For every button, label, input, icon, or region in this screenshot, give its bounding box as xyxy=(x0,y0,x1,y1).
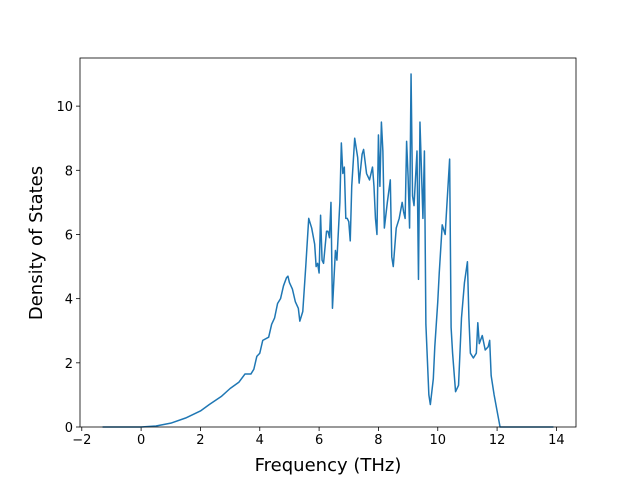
plot-frame xyxy=(79,57,577,428)
x-tick-label: 10 xyxy=(429,433,446,448)
x-tick-label: 6 xyxy=(315,433,323,448)
x-tick-label: 4 xyxy=(256,433,264,448)
y-axis-label: Density of States xyxy=(26,166,47,320)
y-tick-label: 8 xyxy=(65,164,73,179)
x-axis-label: Frequency (THz) xyxy=(255,455,402,476)
y-tick-label: 4 xyxy=(65,293,73,308)
y-tick-label: 10 xyxy=(56,100,73,115)
y-tick-label: 0 xyxy=(65,421,73,436)
y-tick-label: 2 xyxy=(65,357,73,372)
x-tick-label: 8 xyxy=(374,433,382,448)
dos-line xyxy=(102,73,554,428)
x-tick-label: 0 xyxy=(137,433,145,448)
x-tick-label: 12 xyxy=(489,433,506,448)
x-tick-label: −2 xyxy=(72,433,91,448)
y-tick-label: 6 xyxy=(65,228,73,243)
x-tick-label: 2 xyxy=(196,433,204,448)
x-tick-label: 14 xyxy=(548,433,565,448)
